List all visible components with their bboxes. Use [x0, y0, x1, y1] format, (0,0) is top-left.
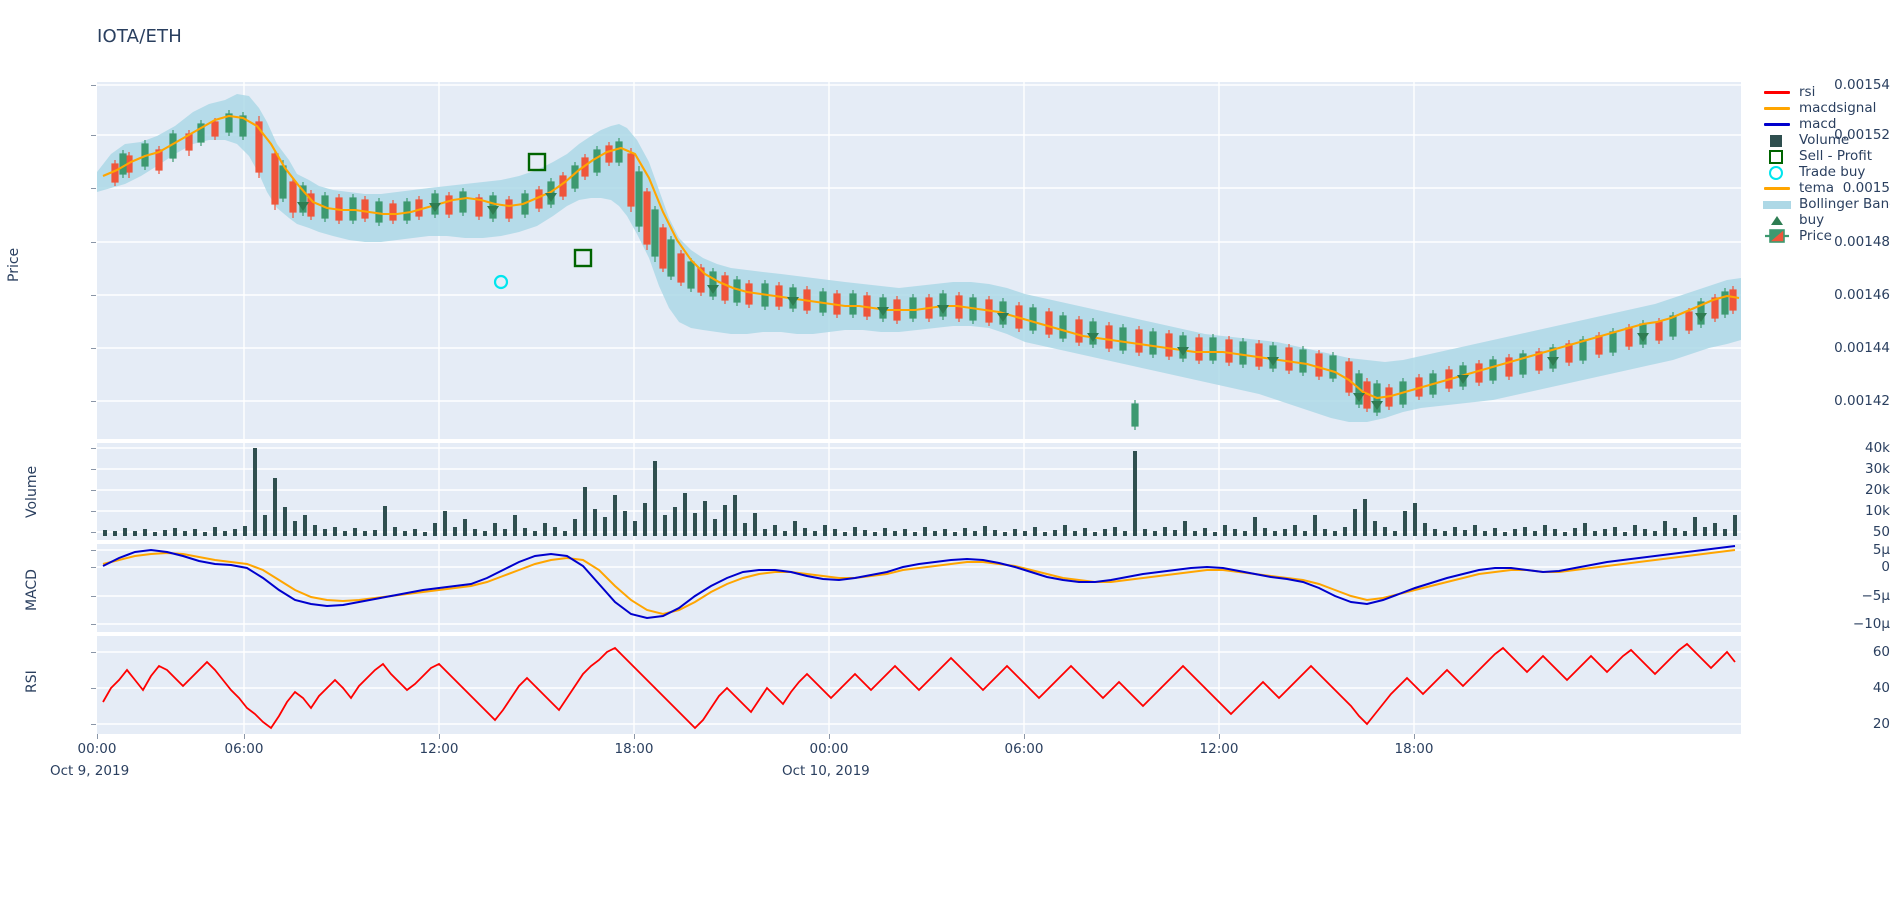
- macd-axis-title: MACD: [24, 569, 40, 611]
- buy-markers: [297, 193, 1707, 410]
- page-title: IOTA/ETH: [97, 26, 182, 47]
- macd-line: [102, 545, 1736, 620]
- rsi-panel: [97, 636, 1741, 734]
- filled-square-icon: [1761, 132, 1793, 148]
- legend-label: Volume: [1799, 132, 1850, 148]
- legend-item-rsi[interactable]: rsi: [1761, 84, 1889, 100]
- tema-line: [102, 114, 1740, 400]
- legend-label: buy: [1799, 212, 1825, 228]
- rsi-line-icon: [1761, 84, 1793, 100]
- xtick-7: 18:00: [1394, 741, 1434, 757]
- candlestick-icon: [1761, 228, 1793, 244]
- sell-profit-markers: [527, 152, 593, 268]
- rsi-line: [102, 642, 1736, 730]
- xtick-5: 06:00: [1004, 741, 1044, 757]
- price-plot: [97, 82, 1741, 439]
- legend-label: Trade buy: [1799, 164, 1866, 180]
- legend-item-trade-buy[interactable]: Trade buy: [1761, 164, 1889, 180]
- legend-label: macd: [1799, 116, 1837, 132]
- macd-plot: [97, 544, 1741, 632]
- macd-panel: [97, 544, 1741, 632]
- legend-item-macdsignal[interactable]: macdsignal: [1761, 100, 1889, 116]
- xtick-6: 12:00: [1199, 741, 1239, 757]
- rsi-axis-title: RSI: [24, 670, 40, 694]
- legend-item-buy[interactable]: buy: [1761, 212, 1889, 228]
- volume-plot: [97, 443, 1741, 540]
- legend-label: Sell - Profit: [1799, 148, 1873, 164]
- legend-item-price[interactable]: Price: [1761, 228, 1889, 244]
- legend-item-volume[interactable]: Volume: [1761, 132, 1889, 148]
- volume-axis-title: Volume: [24, 465, 40, 519]
- xtick-1: 06:00: [224, 741, 264, 757]
- legend-label: Price: [1799, 228, 1832, 244]
- legend-item-sell-profit[interactable]: Sell - Profit: [1761, 148, 1889, 164]
- legend-label: macdsignal: [1799, 100, 1877, 116]
- legend-label: tema: [1799, 180, 1835, 196]
- price-axis-title: Price: [6, 247, 22, 283]
- macd-line-icon: [1761, 116, 1793, 132]
- triangle-up-icon: [1761, 212, 1793, 228]
- chart-legend: rsi macdsignal macd Volume Sell - Profit…: [1761, 84, 1890, 244]
- volume-bars: [103, 448, 1737, 536]
- legend-item-macd[interactable]: macd: [1761, 116, 1889, 132]
- open-circle-icon: [1761, 164, 1793, 180]
- open-square-icon: [1761, 148, 1793, 164]
- xtick-3: 18:00: [614, 741, 654, 757]
- legend-label: Bollinger Band: [1799, 196, 1890, 212]
- band-swatch-icon: [1761, 196, 1793, 212]
- xtick-2: 12:00: [419, 741, 459, 757]
- macdsignal-line-icon: [1761, 100, 1793, 116]
- tema-line-icon: [1761, 180, 1793, 196]
- volume-panel: [97, 443, 1741, 540]
- legend-item-bollinger-band[interactable]: Bollinger Band: [1761, 196, 1890, 212]
- candlestick-series: [111, 110, 1737, 430]
- xtick-0: 00:00: [77, 741, 117, 757]
- xaxis-date-label-2: Oct 10, 2019: [782, 763, 870, 779]
- trade-buy-markers: [493, 274, 509, 290]
- legend-label: rsi: [1799, 84, 1816, 100]
- xaxis-date-label-1: Oct 9, 2019: [50, 763, 130, 779]
- price-panel: [97, 82, 1741, 439]
- legend-item-tema[interactable]: tema: [1761, 180, 1889, 196]
- rsi-plot: [97, 636, 1741, 734]
- xtick-4: 00:00: [809, 741, 849, 757]
